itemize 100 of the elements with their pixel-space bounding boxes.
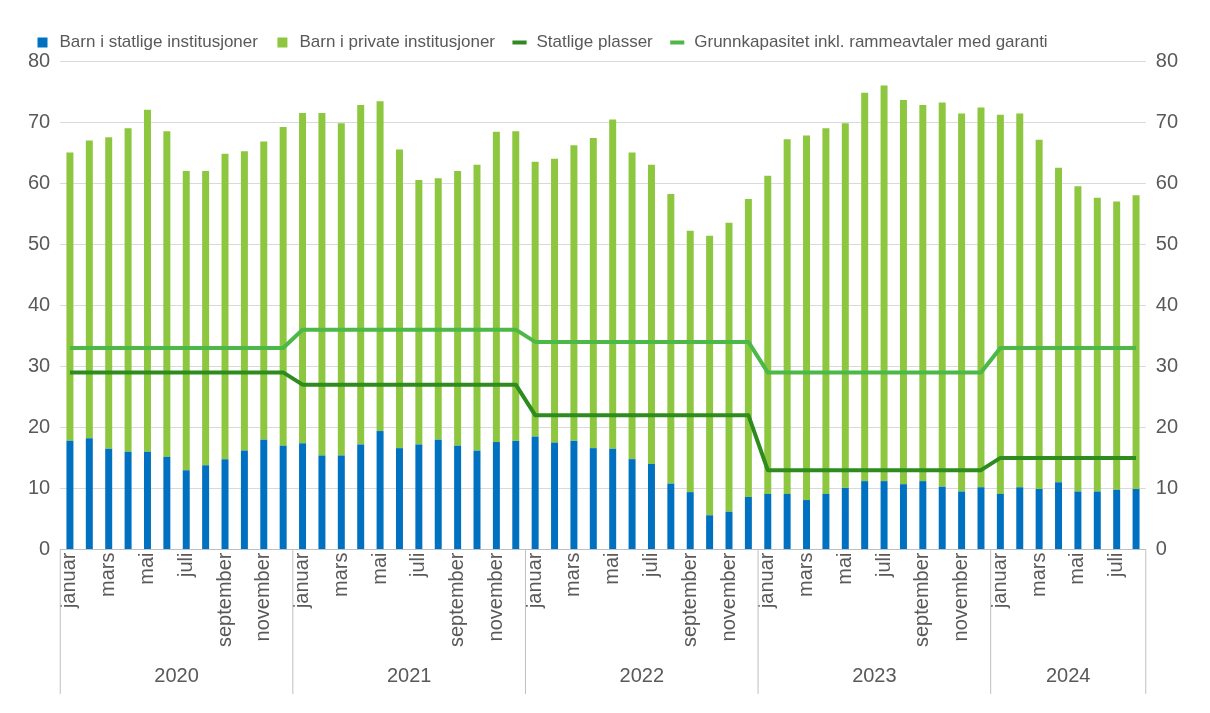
bar bbox=[299, 443, 307, 550]
bar bbox=[1035, 489, 1043, 550]
bar bbox=[570, 440, 578, 550]
bar bbox=[667, 194, 675, 484]
bar bbox=[376, 101, 384, 432]
bar bbox=[744, 199, 752, 497]
bar bbox=[182, 170, 190, 471]
x-tick-label: mai bbox=[832, 552, 855, 585]
x-tick-label: mars bbox=[96, 552, 119, 597]
y2-tick-label: 70 bbox=[1155, 109, 1178, 132]
x-tick-label: juli bbox=[871, 552, 894, 578]
bar bbox=[492, 131, 500, 443]
x-tick-label: januar bbox=[290, 552, 313, 610]
bar bbox=[337, 455, 345, 550]
bar bbox=[415, 444, 423, 550]
x-tick-label: mars bbox=[328, 552, 351, 597]
bar bbox=[221, 153, 229, 460]
bar bbox=[1113, 201, 1121, 490]
bar bbox=[105, 448, 113, 550]
bar bbox=[686, 230, 694, 493]
bar bbox=[337, 123, 345, 456]
bar bbox=[163, 131, 171, 457]
bar bbox=[686, 492, 694, 550]
x-tick-label: september bbox=[677, 552, 700, 648]
bar bbox=[357, 104, 365, 445]
bar bbox=[492, 442, 500, 550]
x-tick-label: januar bbox=[522, 552, 545, 610]
bar bbox=[318, 455, 326, 550]
y-tick-label: 30 bbox=[28, 353, 51, 376]
bar bbox=[221, 459, 229, 550]
bar bbox=[454, 445, 462, 550]
bar bbox=[822, 493, 830, 550]
bar bbox=[260, 439, 268, 550]
bar bbox=[589, 448, 597, 550]
bar bbox=[609, 448, 617, 550]
bar bbox=[647, 464, 655, 550]
bar bbox=[1093, 197, 1101, 492]
x-tick-label: september bbox=[212, 552, 235, 648]
bar bbox=[551, 442, 559, 550]
y-tick-label: 40 bbox=[28, 292, 51, 315]
bar bbox=[764, 175, 772, 494]
bar bbox=[202, 170, 210, 466]
bar bbox=[279, 126, 287, 446]
x-tick-label: juli bbox=[1104, 552, 1127, 578]
y-tick-label: 70 bbox=[28, 109, 51, 132]
y-tick-label: 10 bbox=[28, 475, 51, 498]
bar bbox=[163, 456, 171, 550]
bar bbox=[1074, 491, 1082, 550]
x-tick-label: mai bbox=[1065, 552, 1088, 585]
bar bbox=[551, 158, 559, 443]
x-tick-label: januar bbox=[987, 552, 1010, 610]
bar bbox=[1035, 139, 1043, 490]
bar bbox=[1113, 489, 1121, 550]
bar bbox=[395, 448, 403, 550]
bar bbox=[706, 515, 714, 550]
bar bbox=[628, 459, 636, 550]
y-tick-label: 50 bbox=[28, 231, 51, 254]
text: 2024 bbox=[1045, 663, 1091, 686]
bar bbox=[1093, 491, 1101, 550]
x-tick-label: juli bbox=[173, 552, 196, 578]
y2-tick-label: 0 bbox=[1155, 537, 1167, 560]
legend-label: Statlige plasser bbox=[536, 32, 654, 52]
text: 2020 bbox=[154, 663, 199, 686]
bar bbox=[240, 450, 248, 550]
bar bbox=[706, 235, 714, 516]
y-tick-label: 20 bbox=[28, 414, 51, 437]
x-tick-label: mai bbox=[134, 552, 157, 585]
bar bbox=[434, 178, 442, 440]
bar bbox=[299, 112, 307, 444]
bar bbox=[938, 486, 946, 550]
x-tick-label: november bbox=[251, 552, 274, 642]
x-tick-label: mai bbox=[600, 552, 623, 585]
bar bbox=[1055, 482, 1063, 550]
bar bbox=[454, 170, 462, 446]
text: 2023 bbox=[852, 663, 897, 686]
bar bbox=[841, 487, 849, 550]
bar bbox=[861, 92, 869, 482]
x-tick-label: september bbox=[445, 552, 468, 648]
x-tick-label: november bbox=[483, 552, 506, 642]
bar bbox=[202, 465, 210, 550]
legend-label: Barn i statlige institusjoner bbox=[59, 32, 259, 52]
bar bbox=[609, 119, 617, 449]
bar bbox=[260, 141, 268, 440]
bar bbox=[841, 123, 849, 488]
bar bbox=[647, 164, 655, 465]
bar bbox=[589, 137, 597, 449]
bar bbox=[628, 152, 636, 460]
x-tick-label: november bbox=[949, 552, 972, 642]
legend-label: Barn i private institusjoner bbox=[299, 32, 496, 52]
bar bbox=[1055, 167, 1063, 483]
y2-tick-label: 30 bbox=[1155, 353, 1178, 376]
text: 2022 bbox=[619, 663, 665, 686]
bar bbox=[919, 481, 927, 550]
x-tick-label: juli bbox=[638, 552, 661, 578]
bar bbox=[996, 493, 1004, 550]
y2-tick-label: 20 bbox=[1155, 414, 1178, 437]
x-tick-label: mai bbox=[367, 552, 390, 585]
x-tick-label: mars bbox=[1026, 552, 1049, 597]
bar bbox=[764, 493, 772, 550]
bar bbox=[938, 102, 946, 487]
